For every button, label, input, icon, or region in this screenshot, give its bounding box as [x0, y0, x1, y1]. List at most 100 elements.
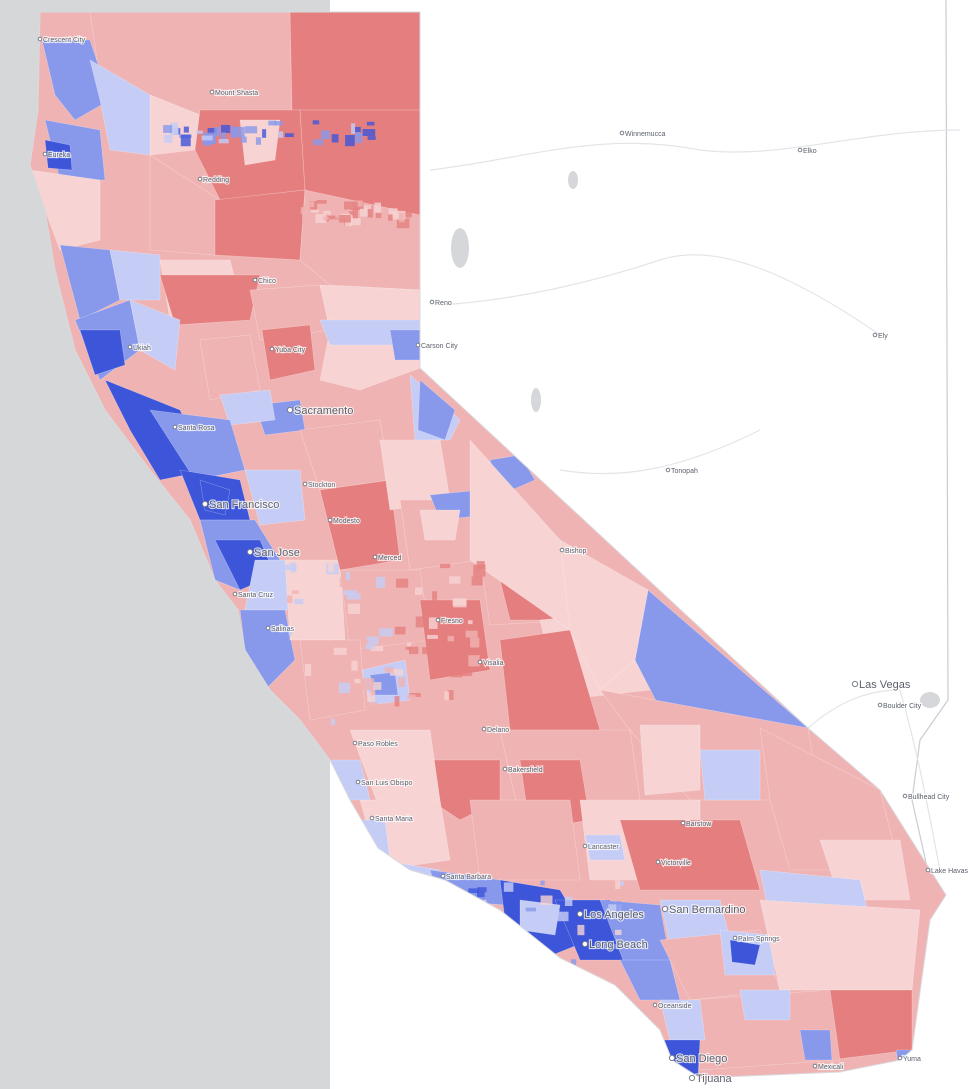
city-las-vegas[interactable]: Las Vegas [851, 678, 912, 692]
city-paso-robles[interactable]: Paso Robles [352, 740, 399, 749]
city-bishop[interactable]: Bishop [559, 547, 588, 556]
city-label: Redding [203, 177, 229, 184]
city-delano[interactable]: Delano [481, 726, 510, 735]
district-strong-rep[interactable] [289, 12, 421, 111]
city-eureka[interactable]: Eureka [42, 151, 71, 160]
city-elko[interactable]: Elko [797, 147, 818, 156]
city-yuma[interactable]: Yuma [897, 1055, 922, 1064]
city-dot [355, 779, 361, 785]
city-redding[interactable]: Redding [197, 176, 230, 185]
city-salinas[interactable]: Salinas [265, 625, 296, 634]
district-strong-dem[interactable] [199, 479, 231, 516]
city-san-francisco[interactable]: San Francisco [201, 498, 280, 512]
district-light-dem[interactable] [129, 299, 181, 371]
city-label: Los Angeles [584, 909, 644, 921]
city-label: Ukiah [133, 345, 151, 352]
city-mount-shasta[interactable]: Mount Shasta [209, 89, 259, 98]
district-light-dem[interactable] [89, 59, 151, 156]
district-light-rep[interactable] [559, 539, 649, 691]
district-light-dem[interactable] [109, 249, 161, 301]
city-tonopah[interactable]: Tonopah [665, 467, 699, 476]
city-yuba-city[interactable]: Yuba City [269, 346, 307, 355]
precinct [291, 590, 299, 594]
city-san-bernardino[interactable]: San Bernardino [661, 903, 747, 917]
city-merced[interactable]: Merced [372, 554, 403, 563]
city-los-angeles[interactable]: Los Angeles [576, 908, 646, 922]
city-palm-springs[interactable]: Palm Springs [732, 935, 781, 944]
district-light-dem[interactable] [519, 899, 561, 936]
district-light-dem[interactable] [219, 389, 276, 426]
city-ukiah[interactable]: Ukiah [127, 344, 152, 353]
district-light-rep[interactable] [759, 899, 921, 991]
city-bakersfield[interactable]: Bakersfield [502, 766, 544, 775]
district-strong-rep[interactable] [419, 599, 491, 681]
city-mexicali[interactable]: Mexicali [812, 1063, 845, 1072]
city-chico[interactable]: Chico [252, 277, 277, 286]
precinct [407, 694, 416, 700]
city-barstow[interactable]: Barstow [680, 820, 713, 829]
district-lean-rep[interactable] [199, 334, 261, 401]
city-boulder-city[interactable]: Boulder City [877, 702, 923, 711]
city-ely[interactable]: Ely [872, 332, 889, 341]
precinct [447, 636, 454, 642]
city-label: Crescent City [43, 37, 86, 44]
city-stockton[interactable]: Stockton [302, 481, 336, 490]
precinct [339, 215, 351, 223]
precinct [555, 911, 569, 922]
district-strong-dem[interactable] [79, 329, 126, 376]
city-oceanside[interactable]: Oceanside [652, 1002, 693, 1011]
city-visalia[interactable]: Visalia [477, 659, 505, 668]
district-light-dem[interactable] [739, 989, 791, 1021]
district-lean-dem[interactable] [417, 379, 456, 441]
district-light-dem[interactable] [659, 999, 706, 1041]
district-strong-dem[interactable] [44, 139, 73, 171]
city-modesto[interactable]: Modesto [327, 517, 361, 526]
district-strong-rep[interactable] [214, 189, 306, 261]
city-lake-havasu[interactable]: Lake Havasu [925, 867, 968, 876]
city-tijuana[interactable]: Tijuana [688, 1072, 734, 1086]
city-bullhead-city[interactable]: Bullhead City [902, 793, 951, 802]
city-san-luis-obispo[interactable]: San Luis Obispo [355, 779, 414, 788]
district-light-dem[interactable] [699, 749, 761, 801]
district-strong-rep[interactable] [159, 274, 261, 326]
city-dot [352, 740, 358, 746]
city-sacramento[interactable]: Sacramento [286, 404, 354, 418]
precinct [294, 680, 302, 684]
city-victorville[interactable]: Victorville [655, 859, 692, 868]
district-light-rep[interactable] [419, 509, 461, 541]
city-santa-rosa[interactable]: Santa Rosa [172, 424, 216, 433]
city-san-jose[interactable]: San Jose [246, 546, 301, 560]
precinct [375, 213, 382, 219]
city-fresno[interactable]: Fresno [435, 617, 464, 626]
city-santa-cruz[interactable]: Santa Cruz [232, 591, 275, 600]
city-winnemucca[interactable]: Winnemucca [619, 130, 667, 139]
district-strong-rep[interactable] [319, 479, 401, 571]
district-lean-dem[interactable] [41, 39, 111, 121]
city-reno[interactable]: Reno [429, 299, 453, 308]
city-santa-barbara[interactable]: Santa Barbara [440, 873, 492, 882]
precinct [328, 215, 339, 220]
district-strong-rep[interactable] [261, 324, 316, 381]
district-layer [30, 12, 921, 1078]
city-lancaster[interactable]: Lancaster [582, 843, 621, 852]
district-strong-dem[interactable] [729, 939, 761, 966]
district-lean-dem[interactable] [799, 1029, 833, 1061]
city-san-diego[interactable]: San Diego [668, 1052, 728, 1066]
district-strong-rep[interactable] [619, 819, 761, 891]
city-crescent-city[interactable]: Crescent City [37, 36, 87, 45]
district-lean-dem[interactable] [389, 329, 421, 361]
district-light-dem[interactable] [584, 834, 626, 861]
city-santa-maria[interactable]: Santa Maria [369, 815, 414, 824]
precinct [428, 617, 438, 629]
district-light-rep[interactable] [639, 724, 701, 796]
district-light-dem[interactable] [244, 469, 306, 526]
district-lean-rep[interactable] [469, 799, 581, 881]
city-label: Yuba City [275, 347, 305, 354]
city-carson-city[interactable]: Carson City [415, 342, 459, 351]
city-long-beach[interactable]: Long Beach [581, 938, 649, 952]
city-label: Ely [878, 333, 888, 340]
precinct [283, 564, 297, 570]
city-label: Boulder City [883, 703, 922, 710]
